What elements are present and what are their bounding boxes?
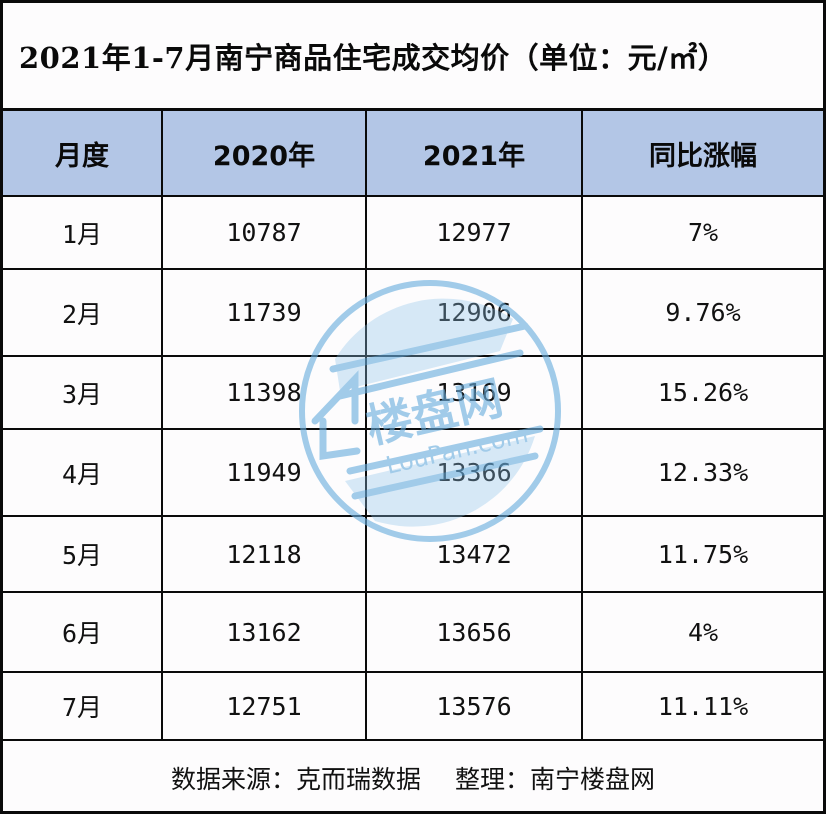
header-row: 月度 2020年 2021年 同比涨幅 <box>3 108 823 197</box>
column-header-month: 月度 <box>3 108 163 197</box>
price-2021-cell: 13169 <box>365 355 583 430</box>
month-cell: 2月 <box>3 268 163 357</box>
table-title: 2021年1-7月南宁商品住宅成交均价（单位：元/㎡） <box>19 40 728 75</box>
month-cell: 1月 <box>3 195 163 270</box>
table-row: 4月 11949 13366 12.33% <box>3 428 823 517</box>
yoy-cell: 15.26% <box>581 355 823 430</box>
table-row: 7月 12751 13576 11.11% <box>3 671 823 741</box>
price-2021-cell: 12977 <box>365 195 583 270</box>
data-source: 数据来源：克而瑞数据 <box>170 765 421 794</box>
price-2020-cell: 11949 <box>161 428 367 517</box>
price-2020-cell: 11398 <box>161 355 367 430</box>
price-2021-cell: 13656 <box>365 591 583 673</box>
price-2020-cell: 10787 <box>161 195 367 270</box>
price-2021-cell: 13366 <box>365 428 583 517</box>
price-2021-cell: 13576 <box>365 671 583 741</box>
month-cell: 3月 <box>3 355 163 430</box>
yoy-cell: 7% <box>581 195 823 270</box>
price-2021-cell: 13472 <box>365 515 583 593</box>
column-header-yoy: 同比涨幅 <box>581 108 823 197</box>
column-header-2021: 2021年 <box>365 108 583 197</box>
month-cell: 6月 <box>3 591 163 673</box>
table-row: 2月 11739 12906 9.76% <box>3 268 823 357</box>
compiled-by: 整理：南宁楼盘网 <box>455 765 656 794</box>
table-row: 5月 12118 13472 11.75% <box>3 515 823 593</box>
footer-row: 数据来源：克而瑞数据 整理：南宁楼盘网 <box>3 739 823 815</box>
month-cell: 4月 <box>3 428 163 517</box>
price-2021-cell: 12906 <box>365 268 583 357</box>
yoy-cell: 11.75% <box>581 515 823 593</box>
price-2020-cell: 11739 <box>161 268 367 357</box>
price-table: 月度 2020年 2021年 同比涨幅 1月 10787 12977 7% 2月… <box>3 108 823 815</box>
yoy-cell: 9.76% <box>581 268 823 357</box>
yoy-cell: 4% <box>581 591 823 673</box>
table-row: 6月 13162 13656 4% <box>3 591 823 673</box>
yoy-cell: 11.11% <box>581 671 823 741</box>
table-row: 3月 11398 13169 15.26% <box>3 355 823 430</box>
price-2020-cell: 12118 <box>161 515 367 593</box>
price-2020-cell: 12751 <box>161 671 367 741</box>
table-row: 1月 10787 12977 7% <box>3 195 823 270</box>
month-cell: 5月 <box>3 515 163 593</box>
footer-note: 数据来源：克而瑞数据 整理：南宁楼盘网 <box>3 739 823 815</box>
yoy-cell: 12.33% <box>581 428 823 517</box>
column-header-2020: 2020年 <box>161 108 367 197</box>
month-cell: 7月 <box>3 671 163 741</box>
price-2020-cell: 13162 <box>161 591 367 673</box>
